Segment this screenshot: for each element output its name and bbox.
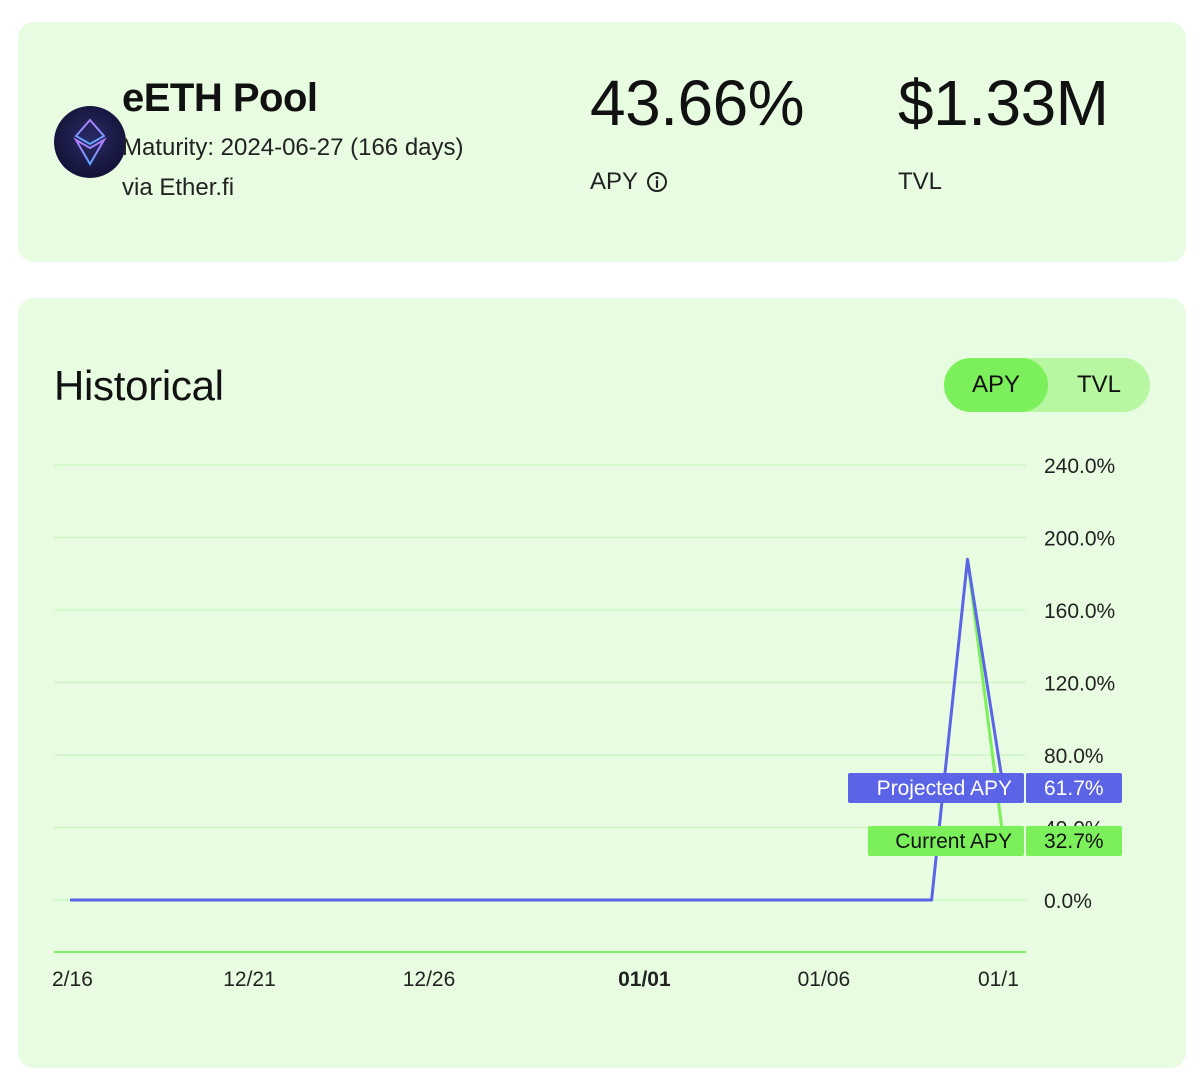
x-tick-label: 2/16 — [52, 968, 93, 991]
y-tick-label: 0.0% — [1044, 890, 1092, 913]
apy-label-group: APY — [590, 168, 668, 196]
series-value-tag — [1026, 826, 1122, 856]
historical-title: Historical — [54, 362, 224, 409]
series-name-tag — [868, 826, 1024, 856]
pool-summary-card — [18, 22, 1186, 262]
projected-apy-line — [70, 557, 1005, 902]
metric-toggle: APY TVL — [944, 358, 1150, 412]
series-value-tag — [1026, 773, 1122, 803]
tvl-label: TVL — [898, 168, 943, 195]
pool-maturity: Maturity: 2024-06-27 (166 days) — [122, 134, 464, 161]
apy-value: 43.66% — [590, 67, 805, 139]
pool-title: eETH Pool — [122, 76, 318, 120]
ether-fi-logo-icon — [54, 106, 126, 178]
series-name-label: Projected APY — [877, 777, 1012, 800]
pool-provider: via Ether.fi — [122, 174, 235, 201]
y-tick-label: 200.0% — [1044, 528, 1115, 551]
y-tick-label: 240.0% — [1044, 455, 1115, 478]
series-value-label: 61.7% — [1044, 777, 1104, 800]
toggle-apy-button[interactable]: APY — [944, 358, 1048, 412]
tvl-value: $1.33M — [898, 67, 1109, 139]
y-tick-label: 80.0% — [1044, 745, 1104, 768]
x-tick-label: 01/06 — [798, 968, 851, 991]
series-value-label: 32.7% — [1044, 830, 1104, 853]
toggle-tvl-button[interactable]: TVL — [1076, 371, 1121, 398]
info-icon[interactable] — [646, 171, 668, 193]
y-tick-label: 120.0% — [1044, 673, 1115, 696]
apy-label: APY — [590, 168, 639, 195]
series-name-label: Current APY — [895, 830, 1012, 853]
y-tick-label: 160.0% — [1044, 600, 1115, 623]
x-tick-label: 12/21 — [223, 968, 276, 991]
x-tick-label: 01/01 — [618, 968, 671, 991]
series-name-tag — [848, 773, 1024, 803]
x-tick-label: 12/26 — [403, 968, 456, 991]
x-tick-label: 01/1 — [978, 968, 1019, 991]
